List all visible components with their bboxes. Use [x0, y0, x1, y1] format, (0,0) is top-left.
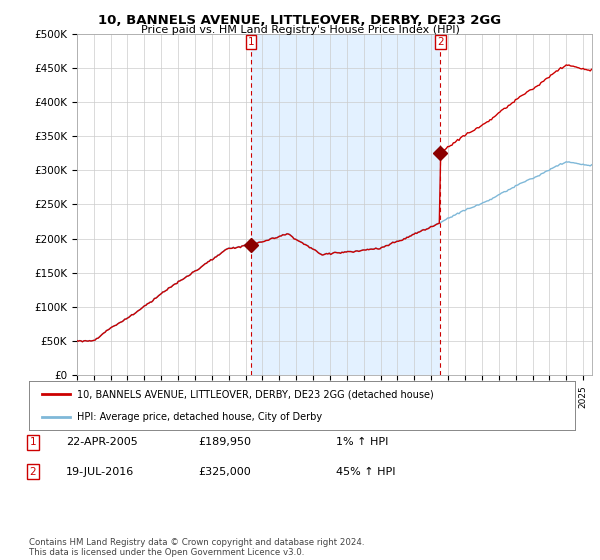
Text: Price paid vs. HM Land Registry's House Price Index (HPI): Price paid vs. HM Land Registry's House …	[140, 25, 460, 35]
Text: HPI: Average price, detached house, City of Derby: HPI: Average price, detached house, City…	[77, 412, 322, 422]
Text: 1: 1	[248, 37, 254, 47]
Text: 10, BANNELS AVENUE, LITTLEOVER, DERBY, DE23 2GG (detached house): 10, BANNELS AVENUE, LITTLEOVER, DERBY, D…	[77, 389, 434, 399]
Text: 1: 1	[29, 437, 37, 447]
Text: 10, BANNELS AVENUE, LITTLEOVER, DERBY, DE23 2GG: 10, BANNELS AVENUE, LITTLEOVER, DERBY, D…	[98, 14, 502, 27]
Bar	[251, 34, 440, 375]
Text: 19-JUL-2016: 19-JUL-2016	[66, 466, 134, 477]
Text: £325,000: £325,000	[198, 466, 251, 477]
Text: 22-APR-2005: 22-APR-2005	[66, 437, 138, 447]
Text: 1% ↑ HPI: 1% ↑ HPI	[336, 437, 388, 447]
Text: £189,950: £189,950	[198, 437, 251, 447]
Text: Contains HM Land Registry data © Crown copyright and database right 2024.
This d: Contains HM Land Registry data © Crown c…	[29, 538, 364, 557]
Text: 45% ↑ HPI: 45% ↑ HPI	[336, 466, 395, 477]
Text: 2: 2	[29, 466, 37, 477]
Text: 2: 2	[437, 37, 443, 47]
